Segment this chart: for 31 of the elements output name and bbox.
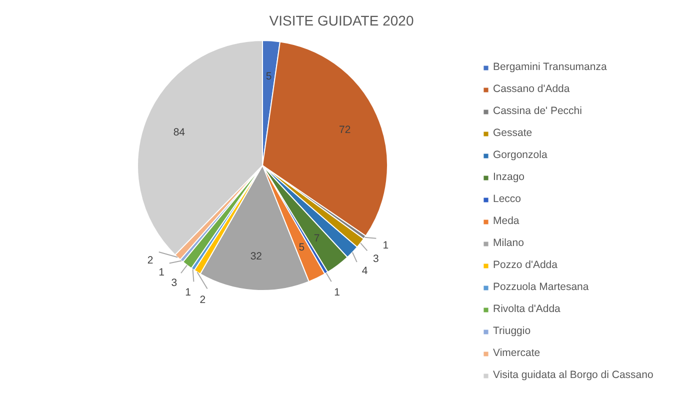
legend-label: Cassano d'Adda (493, 82, 570, 96)
data-label: 5 (298, 242, 305, 254)
legend-label: Gessate (493, 126, 532, 140)
legend-label: Inzago (493, 170, 525, 184)
legend-label: Cassina de' Pecchi (493, 104, 582, 118)
legend-label: Pozzuola Martesana (493, 280, 589, 294)
legend-label: Bergamini Transumanza (493, 60, 607, 74)
data-label: 32 (250, 250, 262, 262)
legend-label: Lecco (493, 192, 522, 206)
data-label: 4 (362, 265, 368, 278)
data-label: 2 (147, 254, 154, 266)
legend-label: Triuggio (493, 324, 531, 338)
data-label: 5 (266, 70, 272, 83)
data-label: 2 (200, 294, 206, 306)
data-label: 84 (173, 126, 186, 138)
legend-label: Gorgonzola (493, 148, 548, 162)
data-label: 1 (334, 286, 340, 298)
data-label: 1 (382, 239, 389, 252)
legend-label: Meda (493, 214, 520, 228)
legend-label: Pozzo d'Adda (493, 258, 558, 272)
data-label: 1 (158, 266, 165, 278)
data-label: 1 (185, 286, 192, 298)
chart-title: VISITE GUIDATE 2020 (269, 12, 414, 28)
legend-label: Vimercate (493, 346, 540, 360)
data-label: 3 (373, 252, 379, 265)
data-label: 7 (314, 232, 320, 244)
legend-label: Visita guidata al Borgo di Cassano (493, 368, 654, 382)
legend-label: Rivolta d'Adda (493, 302, 560, 316)
legend-label: Milano (493, 236, 524, 250)
data-label: 72 (339, 124, 351, 136)
data-label: 3 (171, 277, 178, 290)
